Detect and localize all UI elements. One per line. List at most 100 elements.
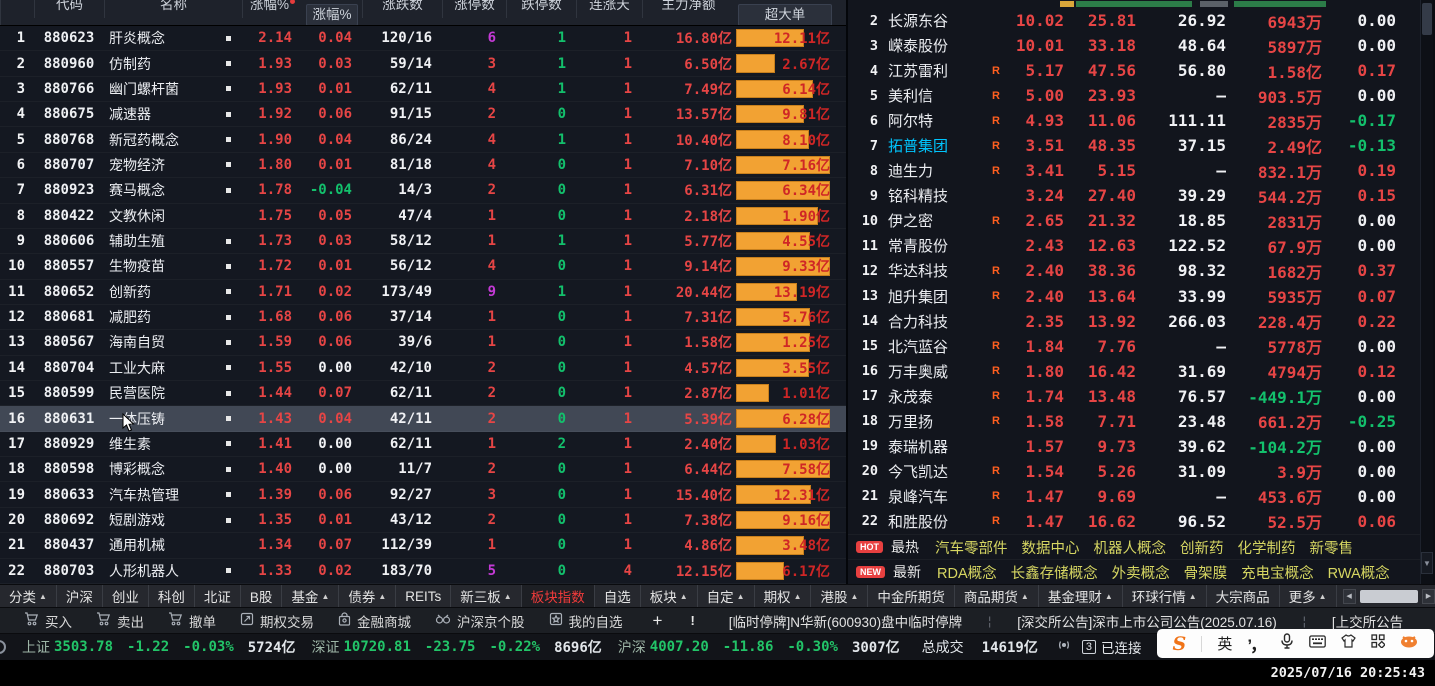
column-header[interactable]: 连涨天	[576, 0, 642, 18]
hot-concept-link[interactable]: 创新药	[1180, 540, 1224, 557]
horizontal-scrollbar[interactable]: ◀ ▶	[1342, 585, 1435, 607]
tab-item[interactable]: 新三板 ▲	[451, 585, 522, 607]
tab-item[interactable]: 自选	[595, 585, 641, 607]
column-header[interactable]: 涨幅%	[242, 0, 302, 18]
toolbar-cart-button[interactable]: 卖出	[96, 611, 144, 631]
ime-toolbar[interactable]: S 英 ’，	[1157, 629, 1434, 658]
sector-row[interactable]: 20 880692 短剧游戏 1.35 0.01 43/12 2 0 1 7.38亿 9.16亿	[0, 508, 846, 533]
sector-row[interactable]: 2 880960 仿制药 1.93 0.03 59/14 3 1 1 6.50亿 2.67亿	[0, 51, 846, 76]
sector-row[interactable]: 13 880567 海南自贸 1.59 0.06 39/6 1 0 1 1.58亿 1.25亿	[0, 330, 846, 355]
sector-row[interactable]: 4 880675 减速器 1.92 0.06 91/15 2 0 1 13.57亿 9.81亿	[0, 102, 846, 127]
column-header[interactable]: 涨跌数	[362, 0, 442, 18]
stock-row[interactable]: 4 江苏雷利 R 5.17 47.56 56.80 1.58亿 0.17	[848, 58, 1420, 83]
new-concept-link[interactable]: 骨架膜	[1183, 565, 1228, 582]
alert-icon[interactable]: !	[690, 613, 695, 628]
tab-item[interactable]: 北证	[195, 585, 241, 607]
scrollbar-handle[interactable]	[1422, 3, 1432, 35]
stock-row[interactable]: 21 泉峰汽车 R 1.47 9.69 — 453.6万 0.00	[848, 484, 1420, 509]
toolbar-starbox-button[interactable]: 我的自选	[549, 611, 623, 631]
sector-row[interactable]: 14 880704 工业大麻 1.55 0.00 42/10 2 0 1 4.57亿 3.55亿	[0, 356, 846, 381]
sector-row[interactable]: 10 880557 生物疫苗 1.72 0.01 56/12 4 0 1 9.14亿 9.33亿	[0, 254, 846, 279]
column-header[interactable]: 涨停数	[442, 0, 506, 18]
announcement-link[interactable]: [上交所公告	[1331, 614, 1404, 630]
tab-item[interactable]: 大宗商品	[1207, 585, 1280, 607]
stock-row[interactable]: 15 北汽蓝谷 R 1.84 7.76 — 5778万 0.00	[848, 334, 1420, 359]
ime-skin-icon[interactable]	[1341, 634, 1357, 653]
sector-row[interactable]: 5 880768 新冠药概念 1.90 0.04 86/24 4 1 1 10.40亿 8.10亿	[0, 127, 846, 152]
new-concept-link[interactable]: RDA概念	[937, 565, 997, 582]
tab-item[interactable]: 沪深	[57, 585, 103, 607]
tab-item[interactable]: 更多 ▲	[1280, 585, 1337, 607]
stock-row[interactable]: 20 今飞凯达 R 1.54 5.26 31.09 3.9万 0.00	[848, 459, 1420, 484]
scroll-right-button[interactable]: ▶	[1422, 588, 1435, 604]
tab-item[interactable]: 自定 ▲	[698, 585, 755, 607]
stock-row[interactable]: 12 华达科技 R 2.40 38.36 98.32 1682万 0.37	[848, 258, 1420, 283]
sector-row[interactable]: 21 880437 通用机械 1.34 0.07 112/39 1 0 1 4.86亿 3.48亿	[0, 533, 846, 558]
sector-row[interactable]: 22 880703 人形机器人 1.33 0.02 183/70 5 0 4 12.15亿 6.17…	[0, 559, 846, 584]
toolbar-bag-button[interactable]: 金融商城	[338, 611, 411, 631]
hot-concept-link[interactable]: 新零售	[1309, 540, 1354, 557]
tab-item[interactable]: 基金理财 ▲	[1039, 585, 1123, 607]
sector-row[interactable]: 18 880598 博彩概念 1.40 0.00 11/7 2 0 1 6.44亿 7.58亿	[0, 457, 846, 482]
tab-item[interactable]: 分类 ▲	[0, 585, 57, 607]
stock-row[interactable]: 14 合力科技 2.35 13.92 266.03 228.4万 0.22	[848, 309, 1420, 334]
tab-item[interactable]: B股	[241, 585, 283, 607]
scroll-down-button[interactable]: ▼	[1421, 552, 1433, 574]
ime-mic-icon[interactable]	[1280, 633, 1294, 654]
toolbar-stocks-button[interactable]: 沪深京个股	[435, 611, 525, 631]
index-quote[interactable]: 深证 10720.81 -23.75 -0.22% 8696亿	[311, 637, 601, 657]
stock-row[interactable]: 22 和胜股份 R 1.47 16.62 96.52 52.5万 0.06	[848, 509, 1420, 534]
sector-row[interactable]: 1 880623 肝炎概念 2.14 0.04 120/16 6 1 1 16.80亿 12.11亿	[0, 26, 846, 51]
vertical-scrollbar[interactable]: ▼	[1420, 0, 1433, 584]
add-button[interactable]: +	[652, 610, 663, 630]
announcement-link[interactable]: [临时停牌]N华新(600930)盘中临时停牌	[728, 614, 963, 630]
scroll-left-button[interactable]: ◀	[1342, 588, 1356, 604]
tab-item[interactable]: 港股 ▲	[811, 585, 869, 607]
stock-row[interactable]: 6 阿尔特 R 4.93 11.06 111.11 2835万 -0.17	[848, 108, 1420, 133]
sector-row[interactable]: 17 880929 维生素 1.41 0.00 62/11 1 2 1 2.40亿 1.03亿	[0, 432, 846, 457]
tab-item[interactable]: 科创	[149, 585, 195, 607]
sector-row[interactable]: 3 880766 幽门螺杆菌 1.93 0.01 62/11 4 1 1 7.49亿 6.14亿	[0, 77, 846, 102]
column-header[interactable]: 主力净额	[642, 0, 734, 18]
tab-item[interactable]: 创业	[103, 585, 149, 607]
ime-keyboard-icon[interactable]	[1309, 634, 1327, 653]
index-quote[interactable]: 沪深 4007.20 -11.86 -0.30% 3007亿	[618, 637, 900, 657]
hscrollbar-handle[interactable]	[1359, 589, 1418, 603]
sector-row[interactable]: 7 880923 赛马概念 1.78 -0.04 14/3 2 0 1 6.31亿 6.34亿	[0, 178, 846, 203]
tab-item[interactable]: 板块 ▲	[641, 585, 698, 607]
stock-row[interactable]: 7 拓普集团 R 3.51 48.35 37.15 2.49亿 -0.13	[848, 133, 1420, 158]
announcement-ticker[interactable]: [临时停牌]N华新(600930)盘中临时停牌 ¦ [深交所公告]深市上市公司公告(…	[729, 611, 1435, 631]
tab-item[interactable]: 债券 ▲	[339, 585, 397, 607]
stock-row[interactable]: 10 伊之密 R 2.65 21.32 18.85 2831万 0.00	[848, 208, 1420, 233]
stock-row[interactable]: 2 长源东谷 10.02 25.81 26.92 6943万 0.00	[848, 8, 1420, 33]
column-header[interactable]: 跌停数	[506, 0, 576, 18]
announcement-link[interactable]: [深交所公告]深市上市公司公告(2025.07.16)	[1017, 614, 1277, 630]
toolbar-cart-button[interactable]: 买入	[24, 611, 72, 631]
ime-logo[interactable]: S	[1172, 632, 1187, 655]
tab-item[interactable]: 商品期货 ▲	[955, 585, 1039, 607]
tab-item[interactable]: 中金所期货	[868, 585, 955, 607]
toolbar-doc-button[interactable]: 期权交易	[240, 611, 314, 631]
ime-punct-icon[interactable]: ’，	[1247, 636, 1267, 655]
new-concept-link[interactable]: 充电宝概念	[1241, 565, 1314, 582]
sector-row[interactable]: 12 880681 减肥药 1.68 0.06 37/14 1 0 1 7.31亿 5.76亿	[0, 305, 846, 330]
ime-assistant-icon[interactable]	[1400, 634, 1418, 653]
toolbar-cart-button[interactable]: 撤单	[168, 611, 216, 631]
sector-row[interactable]: 6 880707 宠物经济 1.80 0.01 81/18 4 0 1 7.10亿 7.16亿	[0, 153, 846, 178]
hot-concept-link[interactable]: 汽车零部件	[935, 540, 1008, 557]
tab-item[interactable]: 期权 ▲	[755, 585, 812, 607]
column-header[interactable]: 代码	[34, 0, 104, 18]
stock-row[interactable]: 8 迪生力 R 3.41 5.15 — 832.1万 0.19	[848, 158, 1420, 183]
hot-concept-link[interactable]: 机器人概念	[1093, 540, 1167, 557]
tab-active[interactable]: 板块指数	[521, 585, 595, 607]
sector-row[interactable]: 15 880599 民营医院 1.44 0.07 62/11 2 0 1 2.87亿 1.01亿	[0, 381, 846, 406]
index-quote[interactable]: 上证 3503.78 -1.22 -0.03% 5724亿	[22, 637, 295, 657]
column-header[interactable]: 超大单	[738, 4, 832, 25]
stock-row[interactable]: 17 永茂泰 R 1.74 13.48 76.57 -449.1万 0.00	[848, 384, 1420, 409]
stock-row[interactable]: 18 万里扬 R 1.58 7.71 23.48 661.2万 -0.25	[848, 409, 1420, 434]
stock-row[interactable]: 11 常青股份 2.43 12.63 122.52 67.9万 0.00	[848, 233, 1420, 258]
connection-count[interactable]: 3	[1081, 640, 1096, 654]
ime-language-toggle[interactable]: 英	[1217, 636, 1233, 653]
sector-row[interactable]: 9 880606 辅助生殖 1.73 0.03 58/12 1 1 1 5.77亿 4.55亿	[0, 229, 846, 254]
stock-row[interactable]: 9 铭科精技 3.24 27.40 39.29 544.2万 0.15	[848, 183, 1420, 208]
